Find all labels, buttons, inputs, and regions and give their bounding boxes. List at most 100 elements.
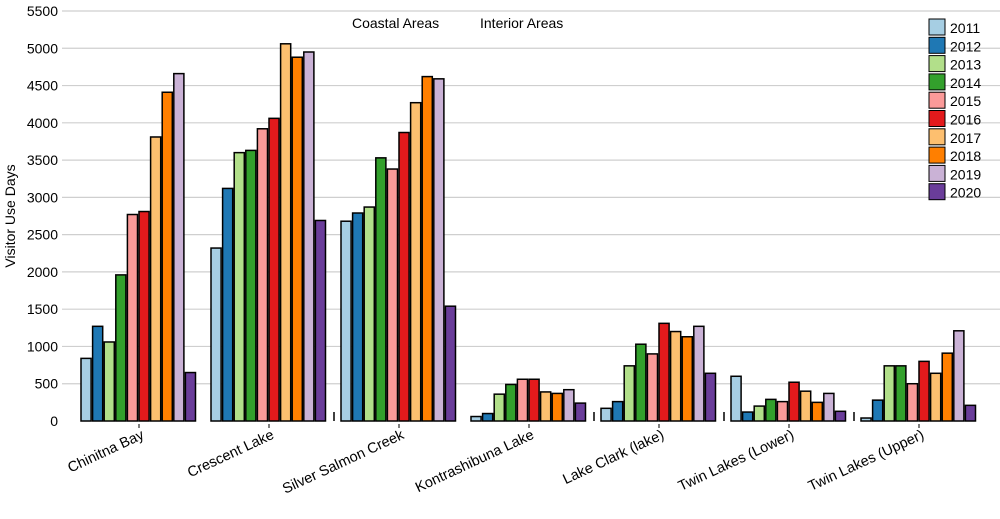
y-tick-label: 2000: [27, 264, 58, 280]
bar-2012: [91, 325, 104, 422]
bar-2016: [658, 322, 670, 422]
legend-swatch: [928, 73, 946, 91]
legend-swatch: [928, 110, 946, 127]
bar-2018: [421, 75, 434, 422]
bar-2015: [906, 382, 919, 422]
bar-2016: [528, 378, 540, 422]
bar-2015: [126, 213, 139, 422]
x-tick-label: Lake Clark (lake): [561, 427, 667, 488]
bar-2017: [799, 390, 812, 422]
bar-2017: [409, 101, 422, 422]
bar-2013: [493, 393, 506, 422]
bar-2015: [646, 353, 659, 422]
bar-2020: [444, 305, 457, 422]
bar-2018: [161, 91, 174, 422]
x-tick-label: Kontrashibuna Lake: [413, 427, 537, 496]
bar-2012: [481, 412, 494, 422]
bar-2016: [138, 210, 150, 422]
legend-swatch: [928, 164, 946, 182]
bar-2011: [340, 220, 352, 422]
bar-2016: [918, 360, 930, 422]
bar-2015: [516, 378, 529, 422]
bar-2020: [704, 372, 717, 422]
bar-2014: [765, 398, 777, 422]
bar-2013: [883, 365, 896, 422]
legend-label: 2016: [950, 112, 981, 128]
y-tick-label: 3500: [27, 152, 58, 168]
annotation-interior: Interior Areas: [480, 15, 563, 31]
annotation-coastal: Coastal Areas: [352, 15, 439, 31]
legend-swatch: [928, 183, 946, 201]
legend-label: 2020: [950, 185, 981, 201]
bar-2012: [611, 400, 624, 422]
bar-2020: [574, 402, 587, 422]
bar-2012: [741, 411, 754, 422]
legend-label: 2011: [950, 20, 980, 36]
bar-2015: [256, 128, 269, 422]
bar-2011: [860, 417, 872, 422]
x-tick-label: Crescent Lake: [185, 427, 277, 481]
bar-2011: [600, 407, 612, 422]
bar-2011: [80, 357, 92, 422]
bar-2014: [115, 274, 127, 422]
bar-2019: [563, 388, 575, 422]
bar-2014: [895, 365, 907, 422]
bar-2017: [149, 136, 162, 422]
legend-swatch: [928, 36, 946, 54]
legend-label: 2018: [950, 148, 981, 164]
bar-2017: [539, 391, 552, 422]
y-tick-label: 5000: [27, 40, 58, 56]
bar-2019: [823, 392, 835, 422]
bar-2020: [184, 371, 197, 422]
legend-label: 2014: [950, 75, 981, 91]
bar-2013: [363, 206, 376, 422]
bar-2018: [551, 392, 564, 422]
bar-2014: [245, 149, 257, 422]
y-tick-label: 3000: [27, 189, 58, 205]
legend-swatch: [928, 128, 946, 146]
bar-2018: [941, 352, 954, 422]
bar-2015: [386, 168, 399, 422]
bar-2019: [433, 78, 445, 422]
bar-2017: [929, 372, 942, 422]
legend-label: 2015: [950, 93, 981, 109]
bar-2012: [871, 399, 884, 422]
bar-2019: [953, 330, 965, 422]
bar-2020: [834, 410, 847, 422]
bar-2011: [210, 247, 222, 422]
bar-2011: [730, 375, 742, 422]
bar-2018: [291, 56, 304, 422]
legend-swatch: [928, 146, 946, 164]
bar-2016: [398, 131, 410, 422]
bar-2015: [776, 400, 789, 422]
bar-2019: [303, 51, 315, 422]
bar-2013: [753, 405, 766, 422]
bar-2018: [681, 336, 694, 422]
x-tick-label: Silver Salmon Creek: [280, 427, 407, 498]
bar-2013: [103, 341, 116, 422]
legend-label: 2017: [950, 130, 981, 146]
bar-2019: [693, 325, 705, 422]
bar-2014: [375, 157, 387, 422]
y-tick-label: 1000: [27, 338, 58, 354]
bar-2011: [470, 415, 482, 422]
y-tick-label: 1500: [27, 301, 58, 317]
y-axis-label: Visitor Use Days: [2, 164, 18, 267]
legend-swatch: [928, 18, 946, 36]
x-tick-label: Twin Lakes (Lower): [676, 427, 797, 495]
legend-label: 2019: [950, 166, 981, 182]
y-tick-label: 4000: [27, 115, 58, 131]
y-tick-label: 2500: [27, 227, 58, 243]
y-tick-label: 500: [35, 376, 59, 392]
bar-2017: [279, 43, 292, 422]
bar-2014: [635, 343, 647, 422]
bar-2013: [233, 151, 246, 422]
y-tick-label: 4500: [27, 78, 58, 94]
x-tick-label: Chinitna Bay: [65, 427, 147, 477]
bar-2012: [351, 212, 364, 422]
bar-2019: [173, 72, 185, 422]
bar-2012: [221, 187, 234, 422]
y-tick-label: 0: [50, 413, 58, 429]
